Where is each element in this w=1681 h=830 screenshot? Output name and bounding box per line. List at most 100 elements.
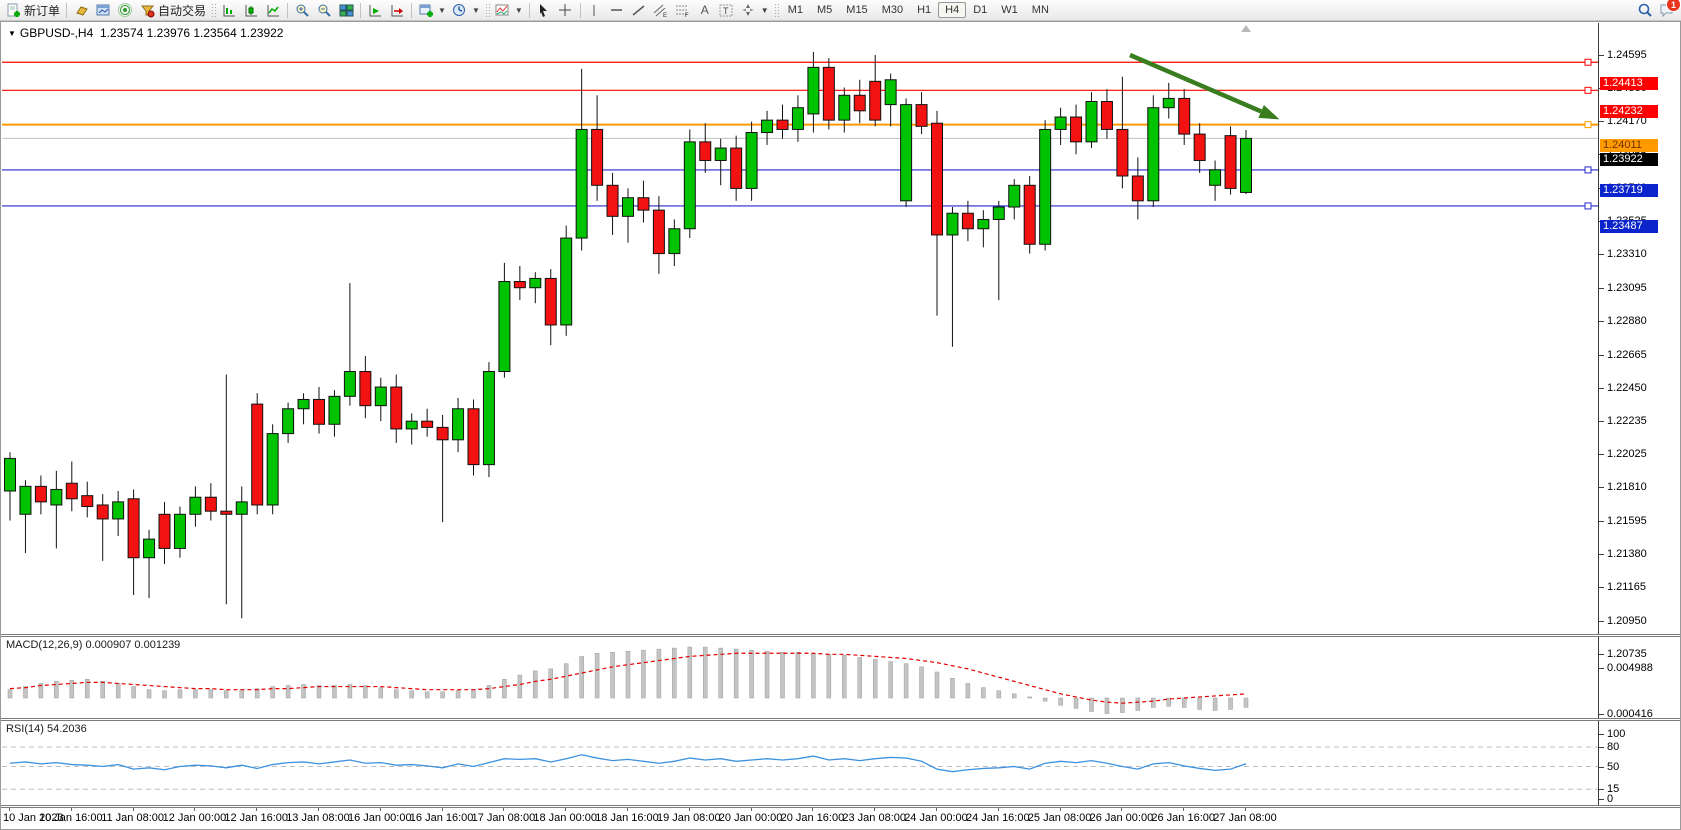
svg-text:T: T xyxy=(723,6,729,16)
separator xyxy=(360,2,362,18)
separator xyxy=(411,2,413,18)
rsi-label: RSI(14) 54.2036 xyxy=(6,723,87,735)
panel-splitter[interactable] xyxy=(1,805,1680,808)
macd-histogram-bar xyxy=(285,685,291,699)
timeframe-button-H1[interactable]: H1 xyxy=(917,4,932,16)
trend-arrow-line[interactable] xyxy=(1129,52,1263,114)
macd-histogram-bar xyxy=(965,683,971,699)
bull-candle xyxy=(575,128,588,239)
line-handle[interactable] xyxy=(1584,121,1592,129)
time-tick-label: 27 Jan 08:00 xyxy=(1213,812,1277,824)
price-tick-label: 1.23095 xyxy=(1607,281,1647,294)
toolbar-drag-handle[interactable] xyxy=(484,2,490,18)
bull-candle xyxy=(1147,107,1160,202)
macd-histogram-bar xyxy=(85,679,90,699)
rsi-panel[interactable] xyxy=(2,721,1599,805)
bull-candle xyxy=(1008,184,1021,208)
chart-dropdown-caret-icon[interactable]: ▼ xyxy=(8,29,16,38)
timeframe-button-M30[interactable]: M30 xyxy=(881,4,904,16)
bull-candle xyxy=(452,408,465,441)
timeframe-button-M5[interactable]: M5 xyxy=(817,4,833,16)
candlestick-chart-button[interactable] xyxy=(240,1,262,20)
timeframe-button-MN[interactable]: MN xyxy=(1031,4,1049,16)
macd-histogram-bar xyxy=(254,688,260,699)
vertical-line-icon xyxy=(587,2,603,18)
timeframe-button-H4[interactable]: H4 xyxy=(938,2,967,18)
macd-histogram-bar xyxy=(996,690,1002,699)
line-chart-button[interactable] xyxy=(262,1,284,20)
macd-histogram-bar xyxy=(193,689,198,699)
crosshair-button[interactable] xyxy=(555,1,577,20)
line-handle[interactable] xyxy=(1584,202,1592,210)
signal-button[interactable] xyxy=(114,1,136,20)
panel-splitter[interactable] xyxy=(1,634,1680,637)
macd-histogram-bar xyxy=(440,691,445,699)
search-icon[interactable] xyxy=(1637,2,1653,18)
arrows-button[interactable]: ▼ xyxy=(738,1,772,20)
macd-histogram-bar xyxy=(7,689,13,699)
chart-shift-button[interactable] xyxy=(386,1,408,20)
macd-histogram-bar xyxy=(842,655,847,699)
timeframe-button-W1[interactable]: W1 xyxy=(1001,4,1018,16)
macd-label: MACD(12,26,9) 0.000907 0.001239 xyxy=(6,639,181,651)
separator xyxy=(579,2,581,18)
time-tick-mark xyxy=(1245,808,1246,811)
gold-button[interactable] xyxy=(70,1,92,20)
bull-candle xyxy=(405,420,418,430)
time-axis[interactable]: 10 Jan 2023 10 Jan 16:00 11 Jan 08:00 12 Ja… xyxy=(1,808,1680,828)
tile-windows-button[interactable] xyxy=(335,1,357,20)
text-button[interactable]: A xyxy=(694,1,716,20)
macd-histogram-bar xyxy=(363,685,368,699)
price-chart[interactable] xyxy=(2,23,1599,634)
panel-splitter[interactable] xyxy=(1,718,1680,721)
axis-tick-mark xyxy=(1599,799,1604,800)
toolbar-drag-handle[interactable] xyxy=(211,2,217,18)
chart-window-button[interactable] xyxy=(92,1,114,20)
notifications-icon[interactable]: 1 xyxy=(1659,0,1681,18)
bear-candle xyxy=(591,128,604,186)
indicators-icon xyxy=(495,2,511,18)
macd-histogram-bar xyxy=(749,649,754,699)
macd-panel[interactable] xyxy=(2,637,1599,718)
fibonacci-button[interactable]: F xyxy=(672,1,694,20)
macd-histogram-bar xyxy=(903,663,909,699)
cursor-button[interactable] xyxy=(533,1,555,20)
timeframe-button-D1[interactable]: D1 xyxy=(973,4,988,16)
line-handle[interactable] xyxy=(1584,86,1592,94)
bull-candle xyxy=(173,513,186,549)
new-order-button[interactable]: 新订单 xyxy=(2,1,63,20)
axis-tick-mark xyxy=(1599,120,1604,122)
separator xyxy=(287,2,289,18)
horizontal-line-button[interactable] xyxy=(606,1,628,20)
macd-histogram-bar xyxy=(1073,697,1079,709)
line-handle[interactable] xyxy=(1584,166,1592,174)
bull-candle xyxy=(977,218,990,230)
price-axis[interactable]: 1.245951.243801.241701.239551.237401.235… xyxy=(1599,22,1680,829)
timeframe-button-M15[interactable]: M15 xyxy=(846,4,868,16)
timeframe-button-M1[interactable]: M1 xyxy=(787,4,803,16)
toolbar-drag-handle[interactable] xyxy=(773,2,779,18)
autotrading-button[interactable]: 自动交易 xyxy=(136,1,209,20)
chart-shift-marker[interactable] xyxy=(1241,25,1251,32)
price-tick-label: 1.20735 xyxy=(1607,648,1647,660)
period-button[interactable]: ▼ xyxy=(449,1,483,20)
text-label-button[interactable]: T xyxy=(716,1,738,20)
trend-arrow-head[interactable] xyxy=(1258,105,1280,120)
line-handle[interactable] xyxy=(1584,58,1592,66)
zoom-out-button[interactable] xyxy=(313,1,335,20)
vertical-line-button[interactable] xyxy=(584,1,606,20)
auto-scroll-button[interactable] xyxy=(364,1,386,20)
trendline-button[interactable] xyxy=(628,1,650,20)
time-tick-mark xyxy=(812,808,814,811)
equidistant-channel-button[interactable]: E xyxy=(650,1,672,20)
macd-histogram-bar xyxy=(811,653,816,699)
bar-chart-button[interactable] xyxy=(218,1,240,20)
bull-candle xyxy=(884,79,897,106)
new-template-button[interactable]: ▼ xyxy=(415,1,449,20)
macd-histogram-bar xyxy=(69,680,75,699)
indicators-button[interactable]: ▼ xyxy=(492,1,526,20)
trendline-icon xyxy=(631,2,647,18)
zoom-in-button[interactable] xyxy=(291,1,313,20)
axis-tick-mark xyxy=(1599,789,1604,791)
macd-histogram-bar xyxy=(517,674,523,699)
